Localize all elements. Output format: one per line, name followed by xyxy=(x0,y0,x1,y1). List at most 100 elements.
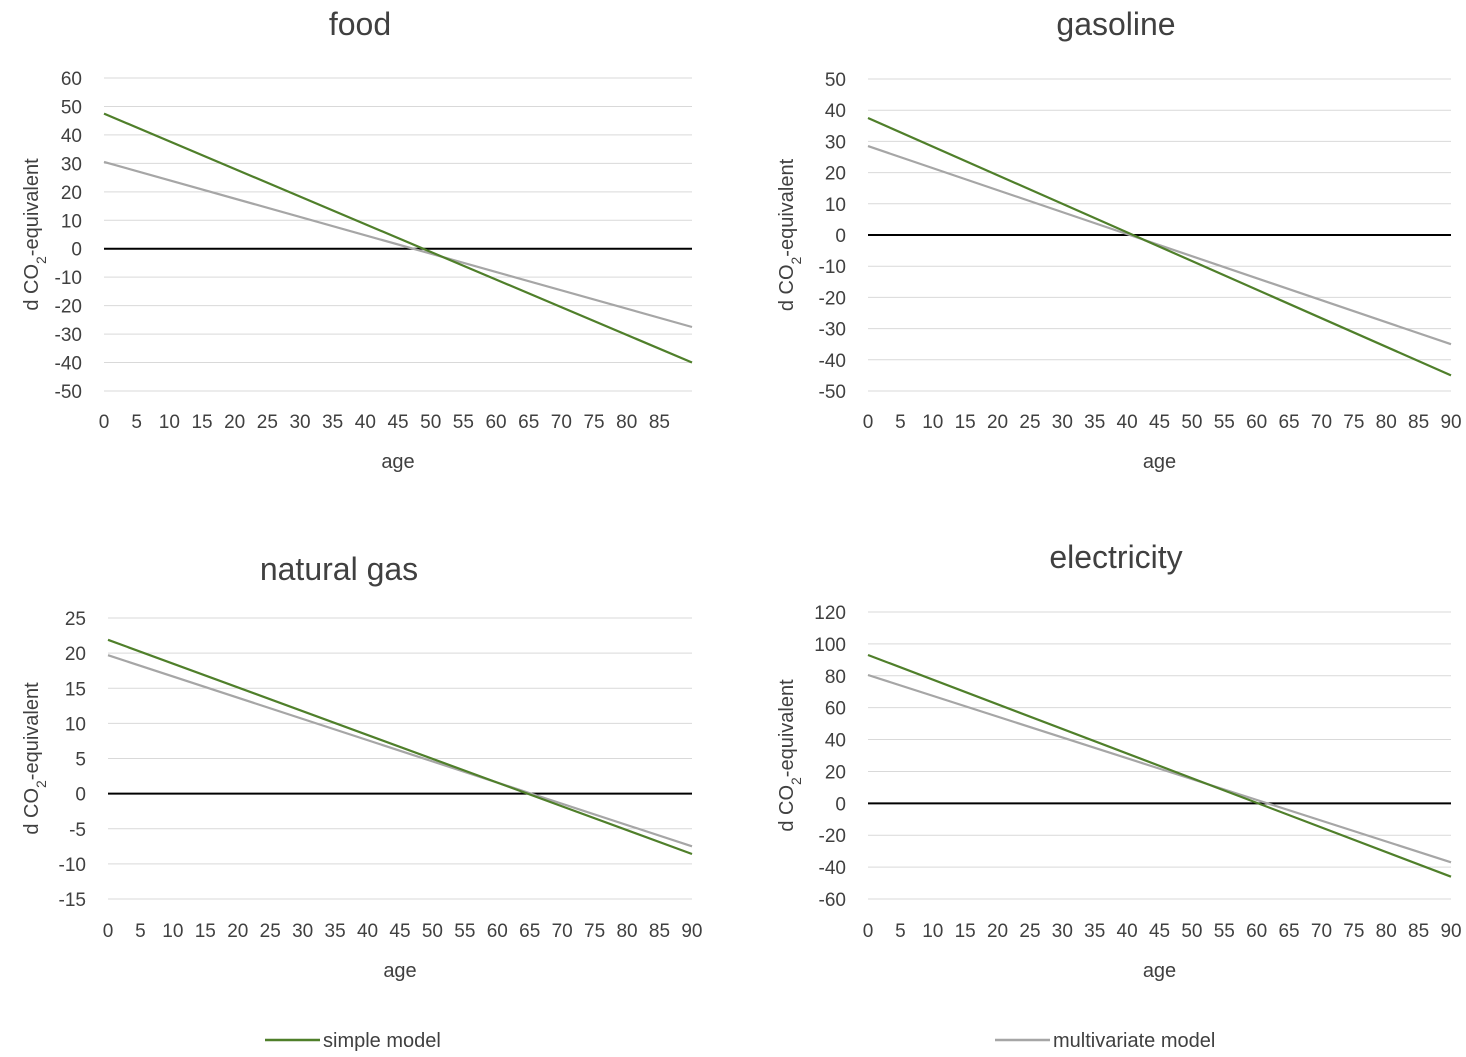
y-tick-label: 100 xyxy=(814,635,846,656)
x-tick-label: 45 xyxy=(1149,412,1170,433)
x-tick-label: 35 xyxy=(1084,412,1105,433)
y-axis-label: d CO2-equivalent xyxy=(21,682,49,835)
x-tick-label: 70 xyxy=(1311,412,1332,433)
x-tick-label: 10 xyxy=(922,412,943,433)
y-tick-label: 5 xyxy=(75,750,86,771)
y-tick-label: -40 xyxy=(819,351,846,372)
y-tick-label: 0 xyxy=(71,240,82,261)
x-tick-label: 0 xyxy=(99,412,110,433)
x-tick-label: 80 xyxy=(1376,412,1397,433)
x-tick-label: 85 xyxy=(649,921,670,942)
x-tick-label: 10 xyxy=(922,921,943,942)
x-tick-label: 80 xyxy=(616,412,637,433)
x-tick-label: 65 xyxy=(518,412,539,433)
series-line-multivariate-model xyxy=(867,673,1452,864)
x-tick-label: 25 xyxy=(260,921,281,942)
x-tick-label: 40 xyxy=(355,412,376,433)
y-tick-label: 50 xyxy=(825,70,846,91)
x-tick-label: 40 xyxy=(1117,921,1138,942)
y-tick-label: 40 xyxy=(825,101,846,122)
y-axis-label-subscript: 2 xyxy=(788,256,804,264)
x-tick-label: 45 xyxy=(1149,921,1170,942)
x-axis-label: age xyxy=(383,960,416,982)
x-tick-label: 70 xyxy=(551,412,572,433)
x-tick-label: 65 xyxy=(519,921,540,942)
x-tick-label: 5 xyxy=(895,921,906,942)
x-tick-label: 90 xyxy=(1440,921,1461,942)
x-tick-label: 70 xyxy=(552,921,573,942)
y-axis-label-part: -equivalent xyxy=(21,682,43,780)
x-tick-label: 45 xyxy=(389,921,410,942)
y-axis-label-part: -equivalent xyxy=(776,679,798,777)
y-axis-label: d CO2-equivalent xyxy=(21,158,49,311)
x-tick-label: 35 xyxy=(1084,921,1105,942)
y-tick-label: 80 xyxy=(825,667,846,688)
x-tick-label: 35 xyxy=(325,921,346,942)
x-tick-label: 5 xyxy=(895,412,906,433)
x-tick-label: 50 xyxy=(422,921,443,942)
y-axis-label-subscript: 2 xyxy=(33,256,49,264)
y-tick-label: -15 xyxy=(59,890,86,911)
y-axis-label-part: -equivalent xyxy=(776,158,798,256)
x-tick-label: 40 xyxy=(357,921,378,942)
x-tick-label: 75 xyxy=(583,412,604,433)
x-tick-label: 30 xyxy=(292,921,313,942)
y-axis-label-subscript: 2 xyxy=(788,777,804,785)
x-tick-label: 80 xyxy=(1376,921,1397,942)
x-tick-label: 55 xyxy=(454,921,475,942)
y-tick-label: -50 xyxy=(819,382,846,403)
x-tick-label: 10 xyxy=(162,921,183,942)
x-tick-label: 50 xyxy=(420,412,441,433)
series-line-simple-model xyxy=(107,638,693,856)
y-tick-label: 20 xyxy=(65,644,86,665)
x-tick-label: 25 xyxy=(257,412,278,433)
chart-title: food xyxy=(329,6,391,42)
y-tick-label: -10 xyxy=(59,855,86,876)
x-axis-label: age xyxy=(381,451,414,473)
x-tick-label: 15 xyxy=(191,412,212,433)
legend-label: multivariate model xyxy=(1053,1030,1215,1052)
x-tick-label: 10 xyxy=(159,412,180,433)
x-tick-label: 30 xyxy=(1052,412,1073,433)
y-tick-label: 20 xyxy=(825,164,846,185)
x-tick-label: 70 xyxy=(1311,921,1332,942)
x-tick-label: 20 xyxy=(227,921,248,942)
x-tick-label: 55 xyxy=(1214,921,1235,942)
series-line-multivariate-model xyxy=(103,160,693,329)
x-tick-label: 60 xyxy=(487,921,508,942)
y-tick-label: 0 xyxy=(75,785,86,806)
series-line-multivariate-model xyxy=(107,654,693,848)
x-tick-label: 85 xyxy=(1408,921,1429,942)
y-tick-label: 15 xyxy=(65,679,86,700)
y-tick-label: 20 xyxy=(61,183,82,204)
y-axis-label-part: d CO xyxy=(21,264,43,311)
y-tick-label: -30 xyxy=(55,325,82,346)
x-tick-label: 80 xyxy=(616,921,637,942)
y-tick-label: -10 xyxy=(819,257,846,278)
x-tick-label: 45 xyxy=(387,412,408,433)
y-tick-label: 30 xyxy=(61,154,82,175)
y-tick-label: -30 xyxy=(819,320,846,341)
chart-title: natural gas xyxy=(260,551,418,587)
y-tick-label: -10 xyxy=(55,268,82,289)
y-axis-label-part: d CO xyxy=(21,788,43,835)
y-tick-label: 10 xyxy=(65,714,86,735)
x-tick-label: 0 xyxy=(863,412,874,433)
x-tick-label: 60 xyxy=(485,412,506,433)
y-tick-label: -20 xyxy=(819,826,846,847)
y-tick-label: -5 xyxy=(69,820,86,841)
series-line-simple-model xyxy=(867,116,1452,377)
y-tick-label: 60 xyxy=(61,69,82,90)
y-tick-label: 40 xyxy=(61,126,82,147)
x-tick-label: 25 xyxy=(1019,921,1040,942)
y-axis-label-part: d CO xyxy=(776,264,798,311)
y-tick-label: 40 xyxy=(825,731,846,752)
x-tick-label: 90 xyxy=(1440,412,1461,433)
y-axis-label-part: d CO xyxy=(776,785,798,832)
x-tick-label: 65 xyxy=(1278,412,1299,433)
y-axis-label-part: -equivalent xyxy=(21,158,43,256)
